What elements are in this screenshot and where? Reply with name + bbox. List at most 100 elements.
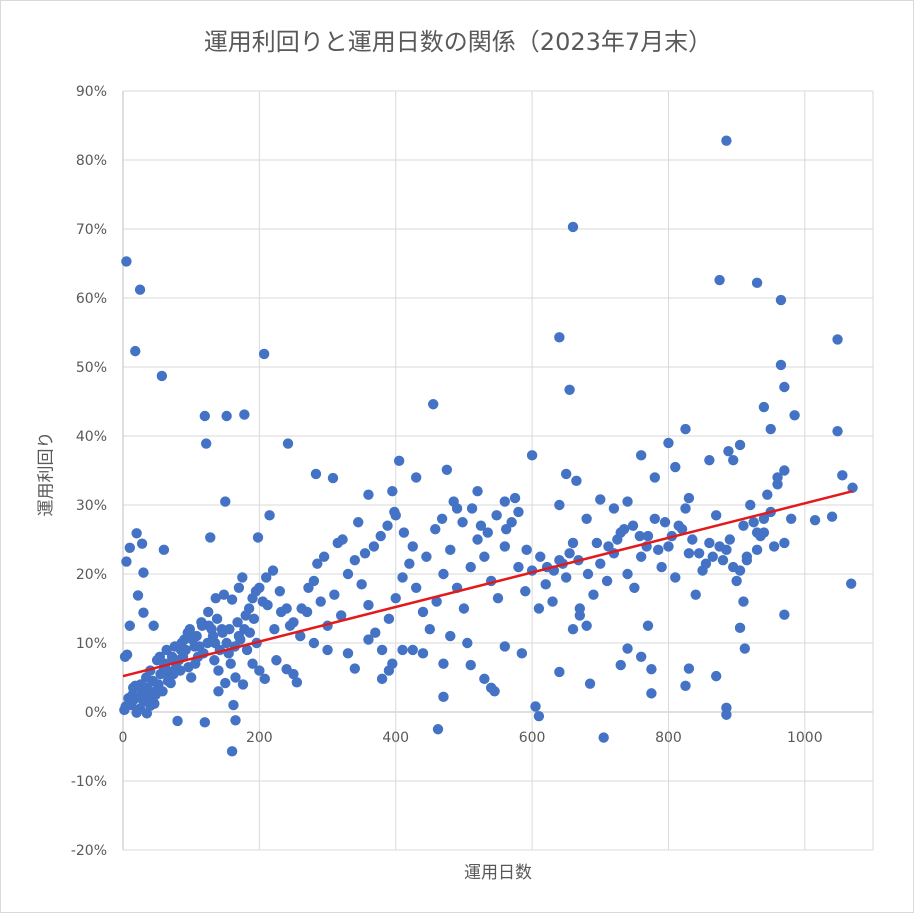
data-point [649, 513, 661, 524]
data-point [533, 603, 545, 614]
data-point [130, 345, 141, 357]
data-point [564, 548, 575, 559]
data-point [228, 699, 239, 711]
data-point [472, 534, 483, 545]
data-point [526, 450, 538, 461]
data-point [417, 606, 429, 618]
data-point [430, 523, 441, 535]
data-point [680, 680, 691, 691]
data-point [312, 558, 323, 569]
data-point [687, 534, 698, 545]
data-point [603, 541, 614, 552]
data-point [258, 348, 270, 360]
data-point [595, 558, 606, 569]
data-point [337, 534, 348, 545]
data-point [635, 551, 647, 562]
data-point [837, 470, 848, 481]
data-point [673, 520, 684, 531]
data-point [220, 677, 231, 689]
data-point [734, 439, 746, 451]
data-point [700, 558, 712, 569]
data-point [779, 537, 790, 549]
data-point [717, 555, 729, 566]
data-point [218, 589, 230, 600]
y-tick-label: 20% [76, 567, 107, 583]
data-point [728, 454, 739, 466]
data-point [785, 513, 797, 524]
data-point [554, 332, 565, 343]
data-point [847, 482, 858, 493]
data-point [445, 544, 456, 556]
data-point [462, 637, 473, 649]
data-point [745, 499, 756, 511]
data-point [516, 648, 528, 659]
data-point [832, 334, 843, 345]
data-point [845, 578, 857, 589]
data-point [472, 486, 483, 497]
data-point [407, 644, 418, 656]
data-point [363, 489, 374, 500]
data-point [275, 606, 287, 618]
data-point [224, 624, 235, 635]
data-point [431, 596, 442, 607]
data-point [172, 715, 183, 727]
data-point [721, 544, 732, 556]
data-point [554, 666, 565, 678]
data-point [535, 551, 546, 562]
data-point [779, 609, 790, 620]
data-point [138, 567, 149, 578]
data-point [349, 555, 361, 566]
data-point [724, 534, 736, 545]
data-point [670, 572, 681, 583]
data-point [232, 617, 243, 628]
data-point [574, 603, 586, 614]
x-tick-label: 1000 [787, 730, 823, 746]
data-point [499, 641, 511, 652]
data-point [492, 592, 504, 604]
data-point [424, 624, 436, 635]
data-point [758, 401, 770, 413]
data-point [397, 572, 408, 583]
y-tick-labels: -20% -10% 0% 10% 20% 30% 40% 50% 60% 70% 80% 90% [71, 84, 107, 859]
x-tick-label: 0 [119, 730, 128, 746]
data-point [554, 499, 565, 511]
data-point [158, 544, 170, 556]
data-point [635, 450, 647, 461]
data-point [618, 523, 630, 535]
data-point [601, 575, 613, 587]
data-point [560, 572, 572, 583]
data-point [264, 510, 275, 521]
data-point [248, 613, 260, 625]
data-point [410, 582, 422, 593]
data-point [739, 643, 751, 654]
data-point [723, 445, 734, 457]
data-point [190, 658, 201, 669]
data-point [303, 582, 314, 593]
data-point [465, 659, 476, 671]
data-point [154, 651, 166, 662]
data-point [230, 715, 241, 726]
data-point [213, 686, 224, 697]
data-point [567, 537, 579, 549]
data-point [710, 670, 722, 682]
data-point [560, 468, 572, 480]
data-points [119, 135, 858, 757]
data-point [520, 586, 531, 597]
data-point [180, 644, 191, 656]
y-tick-label: 10% [76, 636, 107, 652]
data-point [296, 603, 307, 614]
data-point [349, 663, 361, 674]
data-point [136, 686, 148, 697]
data-point [124, 542, 136, 553]
data-point [259, 673, 271, 685]
data-point [738, 520, 749, 531]
data-point [239, 409, 250, 420]
data-point [393, 455, 405, 467]
data-point [751, 544, 763, 556]
data-point [436, 513, 448, 524]
data-point [230, 672, 241, 683]
data-point [221, 410, 232, 422]
data-point [595, 494, 606, 505]
data-point [748, 517, 759, 528]
